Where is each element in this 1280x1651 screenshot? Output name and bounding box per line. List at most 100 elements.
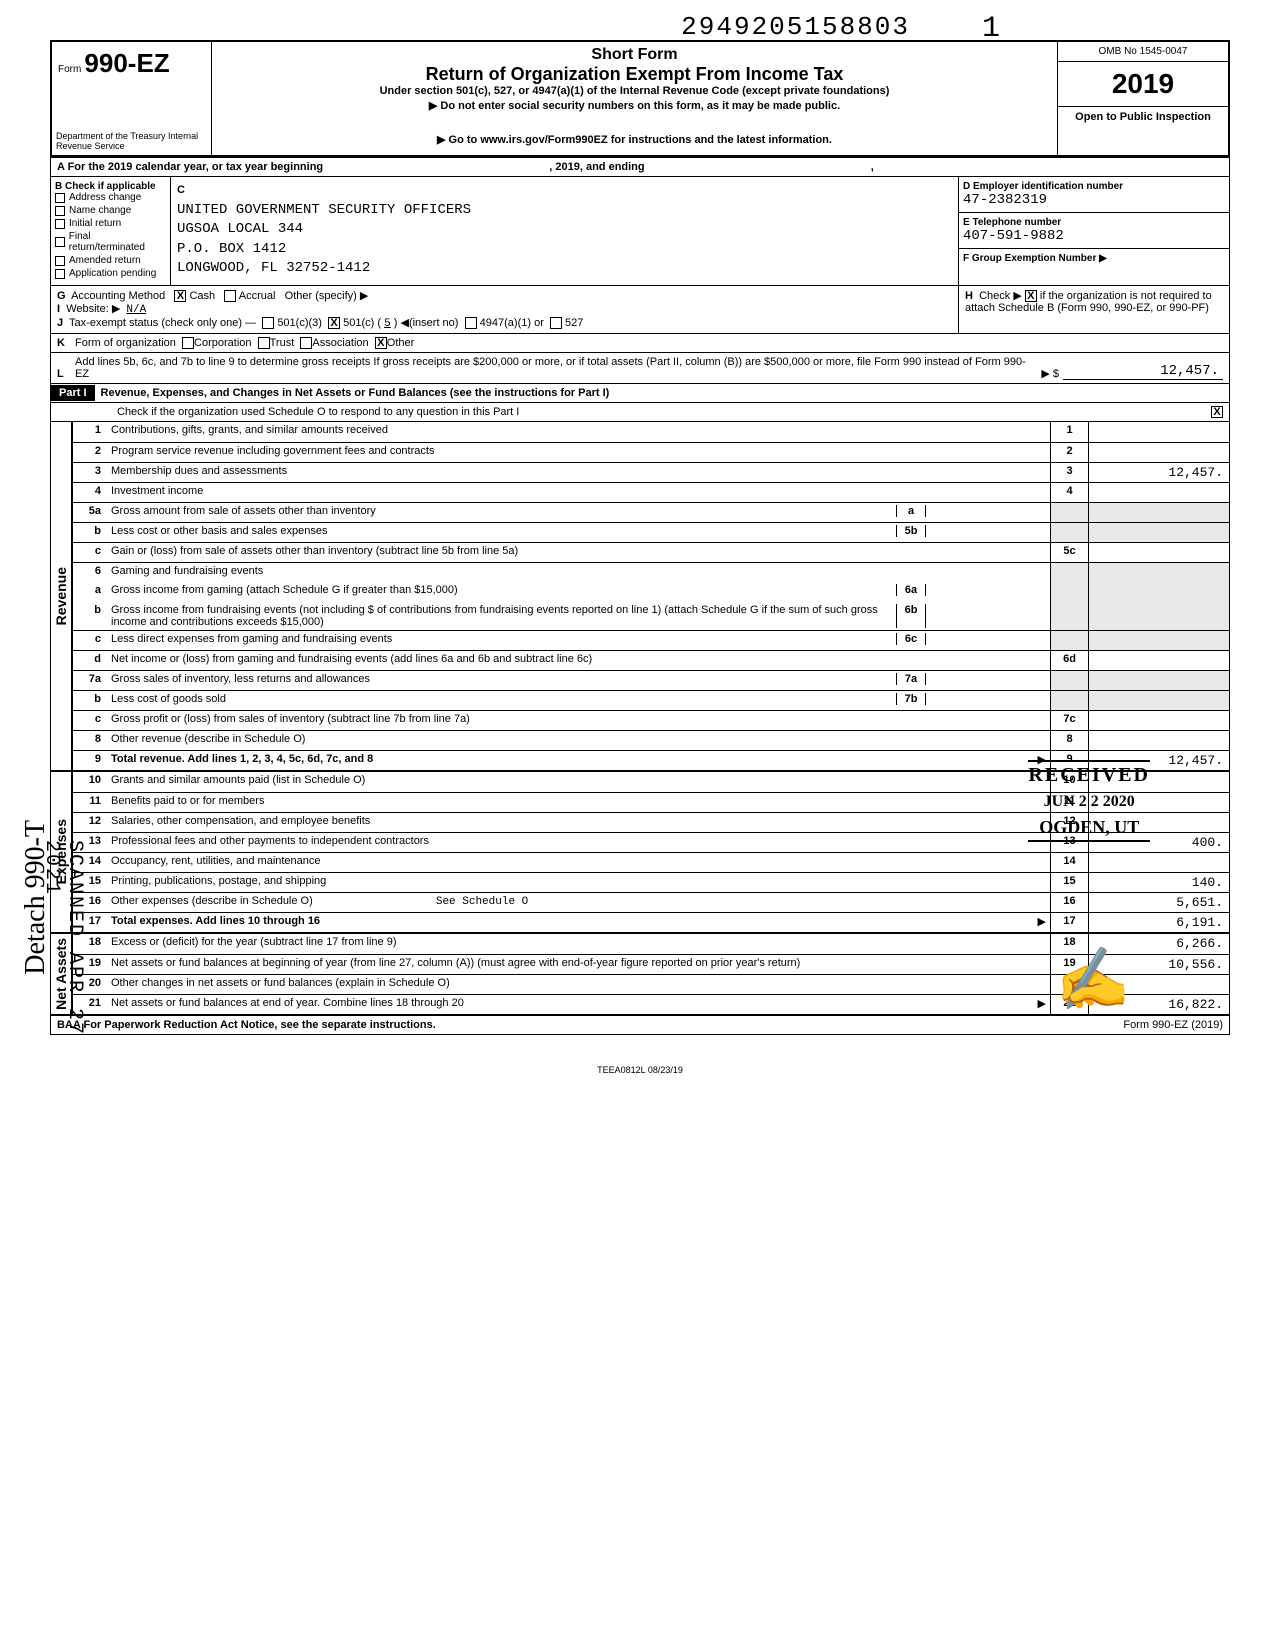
h-checkbox[interactable]: X <box>1025 290 1037 302</box>
group-exemption-label: F Group Exemption Number ▶ <box>963 253 1225 264</box>
other-org-label: Other <box>387 337 415 349</box>
check-final-return[interactable]: Final return/terminated <box>55 231 166 253</box>
check-amended-return[interactable]: Amended return <box>55 255 166 266</box>
line-6b: b Gross income from fundraising events (… <box>73 602 1229 630</box>
501c3-checkbox[interactable] <box>262 317 274 329</box>
line-5b-amount <box>926 525 1046 537</box>
form-header: Form 990-EZ Short Form Return of Organiz… <box>50 40 1230 127</box>
telephone-cell: E Telephone number 407-591-9882 <box>959 213 1229 249</box>
501c-close: ) ◀(insert no) <box>394 317 459 329</box>
line-6c-amount <box>926 633 1046 645</box>
received-stamp: RECEIVED JUN 2 2 2020 OGDEN, UT <box>1028 760 1150 842</box>
document-locator-number: 2949205158803 <box>681 12 910 42</box>
form-footer: Form 990-EZ (2019) <box>1123 1019 1223 1031</box>
form-body: A For the 2019 calendar year, or tax yea… <box>50 157 1230 1035</box>
line-17: 17 Total expenses. Add lines 10 through … <box>73 912 1229 932</box>
document-locator-suffix: 1 <box>982 12 1000 46</box>
letter-k: K <box>57 337 75 349</box>
ein-value: 47-2382319 <box>963 192 1225 208</box>
check-initial-return[interactable]: Initial return <box>55 218 166 229</box>
check-name-change[interactable]: Name change <box>55 205 166 216</box>
trust-checkbox[interactable] <box>258 337 270 349</box>
org-name-1: UNITED GOVERNMENT SECURITY OFFICERS <box>177 202 471 218</box>
letter-l: L <box>57 368 75 380</box>
line-6a-amount <box>926 584 1046 596</box>
line-7b-amount <box>926 693 1046 705</box>
line-3-amount: 12,457. <box>1089 463 1229 482</box>
footer-row: BAA For Paperwork Reduction Act Notice, … <box>51 1014 1229 1034</box>
accrual-label: Accrual <box>239 290 276 302</box>
goto-instruction: ▶ Go to www.irs.gov/Form990EZ for instru… <box>212 127 1058 155</box>
4947a1-checkbox[interactable] <box>465 317 477 329</box>
accrual-checkbox[interactable] <box>224 290 236 302</box>
part-i-checkbox[interactable]: X <box>1211 406 1223 418</box>
net-assets-side-label: Net Assets <box>51 934 73 1014</box>
line-5a-amount <box>926 505 1046 517</box>
row-g: G Accounting Method X Cash Accrual Other… <box>51 286 959 333</box>
line-14: 14 Occupancy, rent, utilities, and maint… <box>73 852 1229 872</box>
ein-label: D Employer identification number <box>963 181 1225 192</box>
col-def: D Employer identification number 47-2382… <box>959 177 1229 285</box>
corporation-checkbox[interactable] <box>182 337 194 349</box>
website-value: N/A <box>126 304 146 316</box>
right-header-cell: OMB No 1545-0047 2019 Open to Public Ins… <box>1058 42 1228 127</box>
line-5b: b Less cost or other basis and sales exp… <box>73 522 1229 542</box>
line-16-amount: 5,651. <box>1089 893 1229 912</box>
teea-code: TEEA0812L 08/23/19 <box>50 1065 1230 1075</box>
return-title: Return of Organization Exempt From Incom… <box>222 64 1047 85</box>
other-method-label: Other (specify) ▶ <box>285 290 369 302</box>
letter-i: I <box>57 303 60 315</box>
501c-insert-no: 5 <box>384 318 391 330</box>
527-checkbox[interactable] <box>550 317 562 329</box>
part-i-row: Part I Revenue, Expenses, and Changes in… <box>51 383 1229 402</box>
row-gh: G Accounting Method X Cash Accrual Other… <box>51 285 1229 333</box>
group-exemption-cell: F Group Exemption Number ▶ <box>959 249 1229 268</box>
cash-checkbox[interactable]: X <box>174 290 186 302</box>
check-application-pending[interactable]: Application pending <box>55 268 166 279</box>
subtitle: Under section 501(c), 527, or 4947(a)(1)… <box>222 85 1047 97</box>
form-container: 2949205158803 1 SCANNED APR 27 2021 Deta… <box>50 40 1230 1075</box>
line-8-amount <box>1089 731 1229 750</box>
line-14-amount <box>1089 853 1229 872</box>
row-l: L Add lines 5b, 6c, and 7b to line 9 to … <box>51 352 1229 383</box>
line-5c: c Gain or (loss) from sale of assets oth… <box>73 542 1229 562</box>
line-6d: d Net income or (loss) from gaming and f… <box>73 650 1229 670</box>
line-6b-amount <box>926 604 1046 628</box>
line-8: 8 Other revenue (describe in Schedule O)… <box>73 730 1229 750</box>
telephone-value: 407-591-9882 <box>963 228 1225 244</box>
line-2-amount <box>1089 443 1229 462</box>
form-prefix: Form <box>58 64 81 75</box>
line-a-end: , <box>871 161 874 173</box>
line-1-amount <box>1089 422 1229 442</box>
col-b-header: B Check if applicable <box>55 181 166 192</box>
line-a-mid: , 2019, and ending <box>549 161 644 173</box>
line-l-text: Add lines 5b, 6c, and 7b to line 9 to de… <box>75 356 1033 380</box>
line-5a: 5a Gross amount from sale of assets othe… <box>73 502 1229 522</box>
line-7a: 7a Gross sales of inventory, less return… <box>73 670 1229 690</box>
check-address-change[interactable]: Address change <box>55 192 166 203</box>
signature-scribble: ✍ <box>1052 941 1133 1018</box>
part-i-title: Revenue, Expenses, and Changes in Net As… <box>95 384 616 402</box>
part-i-check-row: Check if the organization used Schedule … <box>51 402 1229 421</box>
501c3-label: 501(c)(3) <box>277 317 322 329</box>
block-bcdef: B Check if applicable Address change Nam… <box>51 176 1229 285</box>
line-15-amount: 140. <box>1089 873 1229 892</box>
line-6: 6 Gaming and fundraising events <box>73 562 1229 582</box>
corporation-label: Corporation <box>194 337 251 349</box>
tax-exempt-label: Tax-exempt status (check only one) — <box>69 317 256 329</box>
501c-open: 501(c) ( <box>343 317 381 329</box>
part-i-check-text: Check if the organization used Schedule … <box>57 406 519 418</box>
line-7c-amount <box>1089 711 1229 730</box>
stamp-location: OGDEN, UT <box>1028 817 1150 842</box>
association-checkbox[interactable] <box>300 337 312 349</box>
other-org-checkbox[interactable]: X <box>375 337 387 349</box>
omb-number: OMB No 1545-0047 <box>1058 42 1228 62</box>
stamp-date: JUN 2 2 2020 <box>1028 793 1150 811</box>
501c-checkbox[interactable]: X <box>328 317 340 329</box>
line-6a: a Gross income from gaming (attach Sched… <box>73 582 1229 602</box>
part-i-header: Part I <box>51 385 95 401</box>
line-a: A For the 2019 calendar year, or tax yea… <box>51 157 1229 176</box>
col-b-checks: B Check if applicable Address change Nam… <box>51 177 171 285</box>
department-label: Department of the Treasury Internal Reve… <box>52 127 212 155</box>
ein-cell: D Employer identification number 47-2382… <box>959 177 1229 213</box>
